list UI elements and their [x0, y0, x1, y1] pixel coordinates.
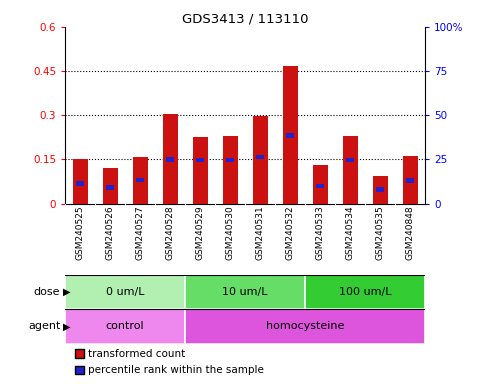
Text: GSM240534: GSM240534	[345, 206, 355, 260]
Bar	[196, 157, 204, 162]
Bar	[185, 275, 305, 309]
Text: GSM240528: GSM240528	[166, 206, 175, 260]
Bar	[76, 181, 85, 186]
Bar	[305, 275, 425, 309]
Bar	[313, 165, 327, 204]
Text: ▶: ▶	[63, 287, 71, 297]
Text: GSM240525: GSM240525	[76, 206, 85, 260]
Text: 0 um/L: 0 um/L	[106, 287, 144, 297]
Bar	[223, 136, 238, 204]
Bar	[133, 157, 148, 204]
Text: transformed count: transformed count	[88, 349, 185, 359]
Text: GSM240529: GSM240529	[196, 206, 205, 260]
Bar	[402, 156, 417, 204]
Bar	[65, 275, 185, 309]
Bar	[185, 309, 425, 344]
Text: GSM240531: GSM240531	[256, 206, 265, 260]
Text: ▶: ▶	[63, 321, 71, 331]
Bar	[226, 157, 234, 162]
Text: 10 um/L: 10 um/L	[222, 287, 268, 297]
Bar	[376, 187, 384, 192]
Bar	[316, 184, 324, 188]
Bar	[342, 136, 357, 204]
Text: GSM240535: GSM240535	[376, 206, 384, 260]
Text: GSM240530: GSM240530	[226, 206, 235, 260]
Bar	[106, 185, 114, 190]
Bar	[65, 309, 185, 344]
Text: homocysteine: homocysteine	[266, 321, 344, 331]
Bar	[372, 175, 387, 204]
Bar	[256, 155, 264, 159]
Bar	[193, 137, 208, 204]
Bar	[286, 134, 294, 138]
Text: GSM240527: GSM240527	[136, 206, 145, 260]
Text: GSM240526: GSM240526	[106, 206, 114, 260]
Bar	[406, 178, 414, 183]
Bar	[283, 66, 298, 204]
Bar	[253, 116, 268, 204]
Title: GDS3413 / 113110: GDS3413 / 113110	[182, 13, 308, 26]
Bar	[166, 157, 174, 162]
Bar	[103, 167, 118, 204]
Text: GSM240533: GSM240533	[315, 206, 325, 260]
Text: 100 um/L: 100 um/L	[339, 287, 391, 297]
Text: GSM240532: GSM240532	[285, 206, 295, 260]
Bar	[163, 114, 178, 204]
Bar	[136, 178, 144, 182]
Text: dose: dose	[34, 287, 60, 297]
Bar	[346, 157, 354, 162]
Bar	[73, 159, 88, 204]
Text: GSM240848: GSM240848	[406, 206, 414, 260]
Text: percentile rank within the sample: percentile rank within the sample	[88, 365, 264, 375]
Text: control: control	[106, 321, 144, 331]
Text: agent: agent	[28, 321, 60, 331]
